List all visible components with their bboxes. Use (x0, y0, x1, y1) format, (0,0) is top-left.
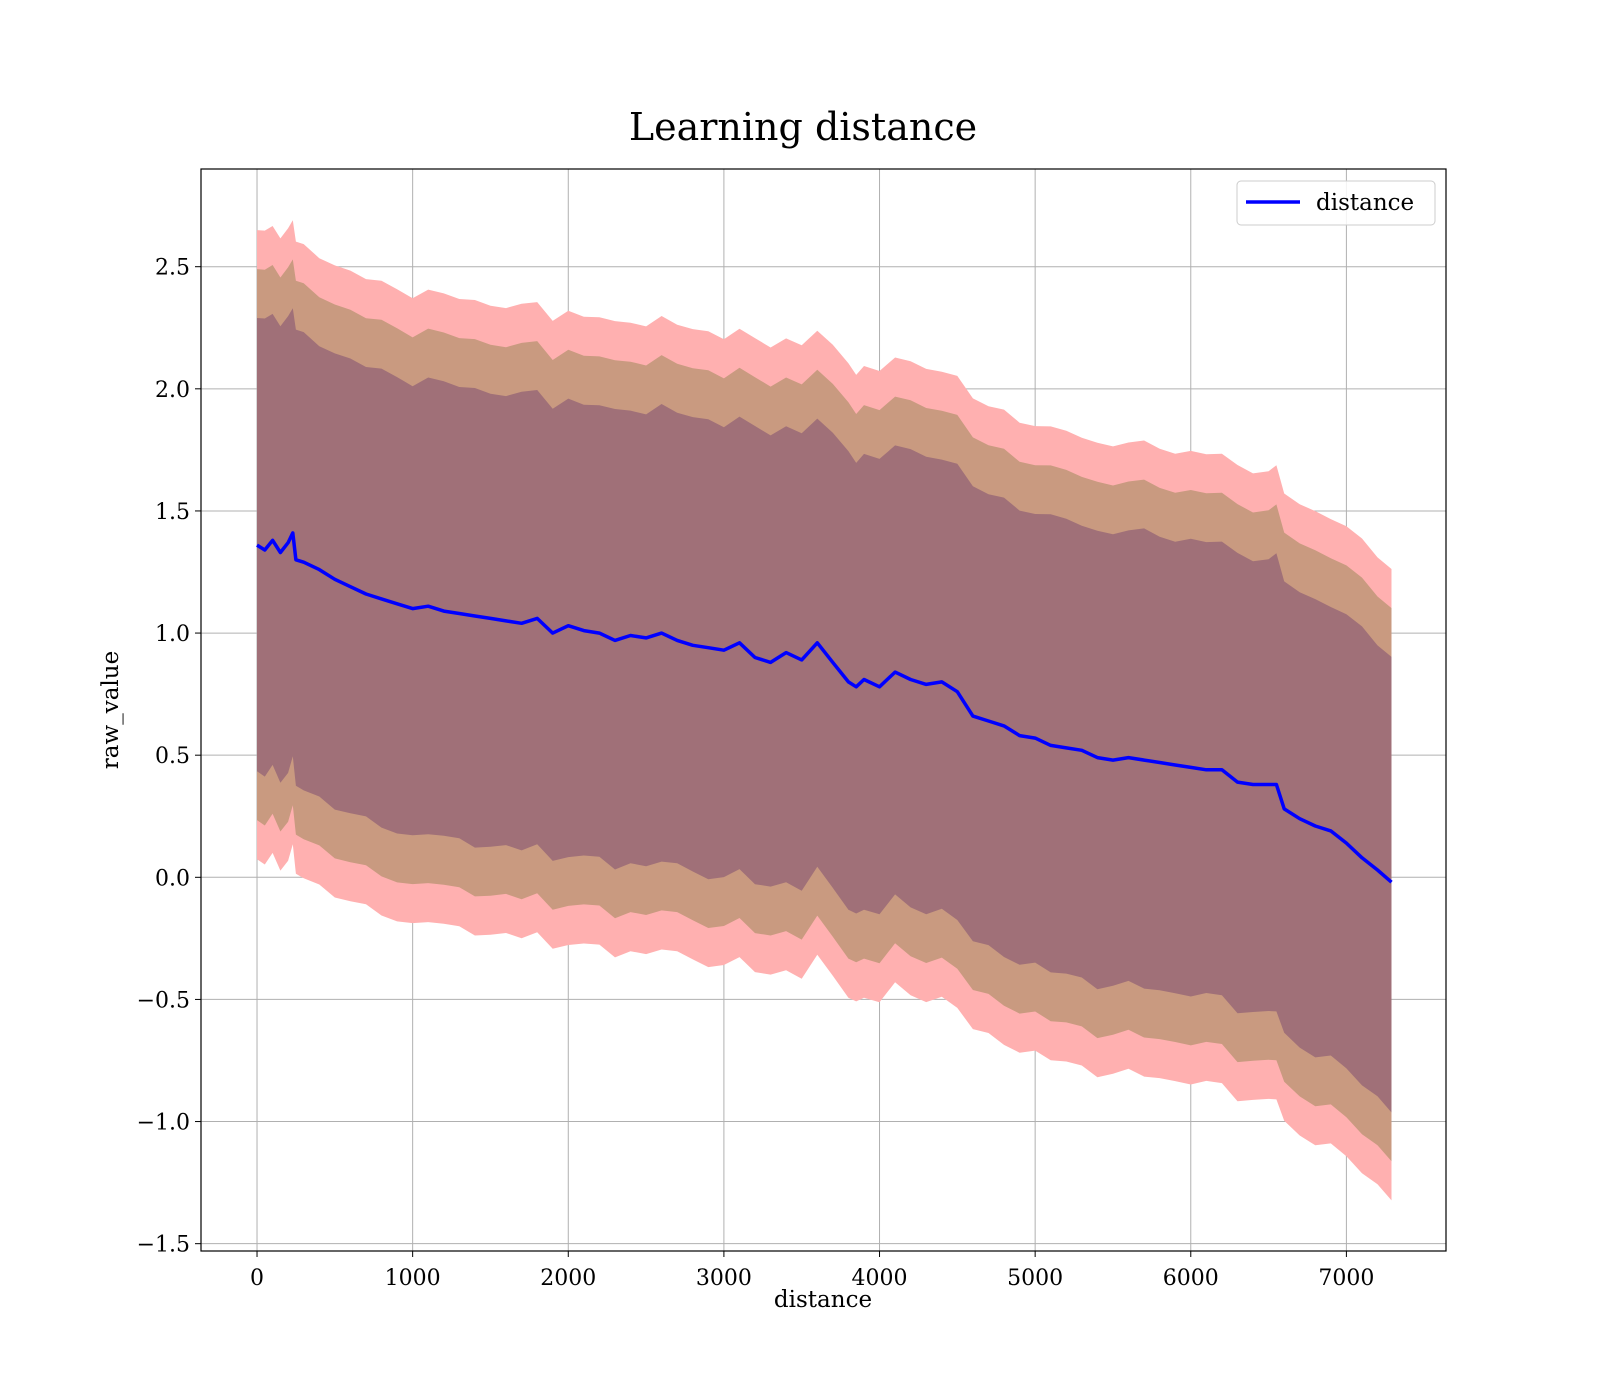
series-line-distance (256, 531, 1393, 884)
confidence-bands (257, 220, 1392, 1201)
y-tick-label: −1.0 (137, 1111, 190, 1136)
plot-frame (200, 168, 1447, 1252)
y-tick-label: −1.5 (137, 1233, 190, 1258)
x-tick-label: 3000 (696, 1266, 752, 1291)
y-tick-label: 0.0 (155, 866, 190, 891)
x-tick-label: 4000 (852, 1266, 908, 1291)
x-tick-label: 5000 (1007, 1266, 1063, 1291)
series-lines (256, 531, 1393, 884)
legend: distance (1236, 180, 1436, 226)
x-tick-label: 6000 (1163, 1266, 1219, 1291)
y-tick-label: 1.5 (155, 500, 190, 525)
x-tick-label: 1000 (385, 1266, 441, 1291)
y-tick-label: 0.5 (155, 744, 190, 769)
y-tick-label: 2.0 (155, 378, 190, 403)
y-axis-label: raw_value (98, 651, 124, 769)
y-tick-label: 2.5 (155, 256, 190, 281)
axis-ticks: 0 1000 2000 3000 4000 5000 6000 7000 −1.5 −1.0 −0.… (137, 256, 1375, 1291)
x-tick-label: 7000 (1318, 1266, 1374, 1291)
legend-box (1236, 180, 1436, 226)
x-tick-label: 2000 (540, 1266, 596, 1291)
band-inner (257, 308, 1392, 1113)
y-tick-label: −0.5 (137, 988, 190, 1013)
x-axis-label: distance (774, 1287, 872, 1313)
legend-label-distance: distance (1316, 190, 1414, 216)
x-tick-label: 0 (250, 1266, 264, 1291)
y-tick-label: 1.0 (155, 622, 190, 647)
chart-title: Learning distance (629, 105, 977, 149)
